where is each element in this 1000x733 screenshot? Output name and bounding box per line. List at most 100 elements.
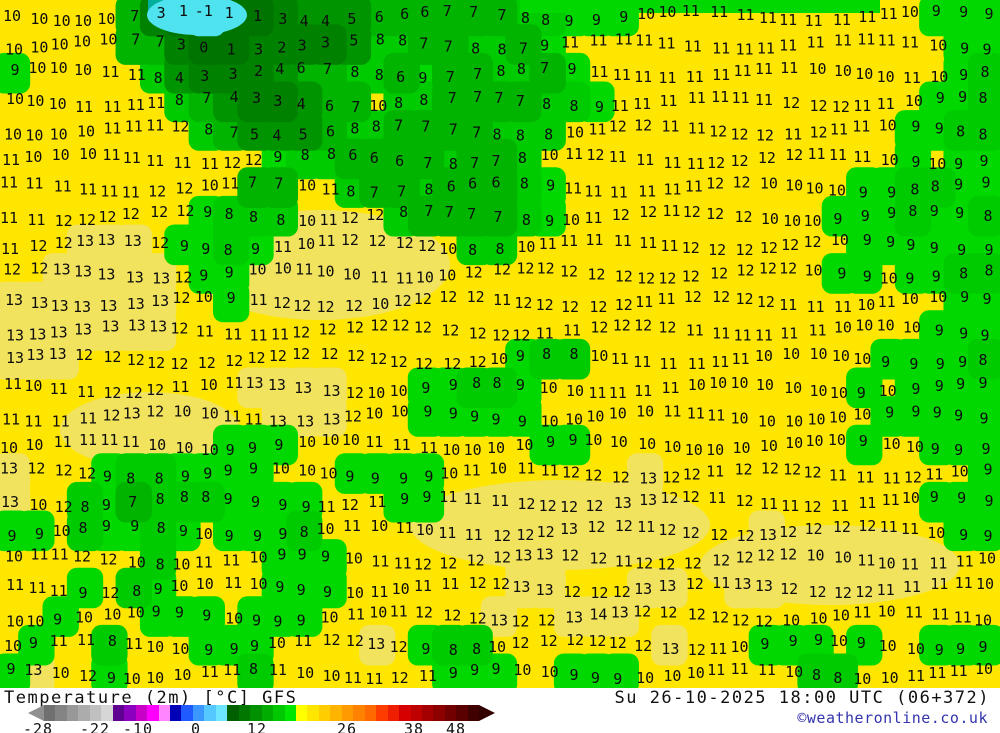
temperature-value: 12 <box>99 550 117 568</box>
temperature-value: 11 <box>2 410 20 428</box>
temperature-value: 12 <box>392 317 410 335</box>
colorbar-segment <box>147 705 159 721</box>
temperature-value: 8 <box>204 120 213 138</box>
temperature-value: 12 <box>292 345 310 363</box>
temperature-value: 12 <box>587 265 605 283</box>
temperature-value: 12 <box>346 384 364 402</box>
temperature-value: 11 <box>615 31 633 49</box>
temperature-value: 9 <box>203 203 212 221</box>
temperature-value: 9 <box>906 236 915 254</box>
colorbar-segment <box>399 705 411 721</box>
temperature-value: 13 <box>74 262 92 280</box>
temperature-value: 9 <box>960 288 969 306</box>
temperature-value: 10 <box>730 374 748 392</box>
temperature-region <box>407 138 445 180</box>
temperature-value: 12 <box>443 607 461 625</box>
temperature-value: 11 <box>878 293 896 311</box>
temperature-value: 10 <box>755 347 773 365</box>
temperature-value: 10 <box>201 404 219 422</box>
temperature-value: 11 <box>706 463 724 481</box>
temperature-value: 9 <box>201 240 210 258</box>
temperature-value: 11 <box>125 635 143 653</box>
temperature-value: 12 <box>537 259 555 277</box>
temperature-value: 10 <box>0 439 18 457</box>
temperature-value: 11 <box>639 234 657 252</box>
temperature-value: 11 <box>25 175 43 193</box>
temperature-value: 10 <box>28 59 46 77</box>
temperature-region <box>480 195 518 237</box>
temperature-value: 1 <box>227 41 236 59</box>
temperature-value: 9 <box>491 410 500 428</box>
temperature-value: 9 <box>154 580 163 598</box>
temperature-value: 8 <box>496 62 505 80</box>
temperature-value: 11 <box>634 382 652 400</box>
temperature-value: 11 <box>834 32 852 50</box>
temperature-value: 8 <box>544 125 553 143</box>
temperature-value: 10 <box>103 606 121 624</box>
temperature-value: 12 <box>469 574 487 592</box>
colorbar-tick-label: 26 <box>336 720 358 733</box>
temperature-value: 11 <box>956 552 974 570</box>
temperature-value: 10 <box>29 496 47 514</box>
temperature-value: 11 <box>103 119 121 137</box>
temperature-value: 12 <box>735 241 753 259</box>
temperature-value: 11 <box>585 231 603 249</box>
temperature-value: 12 <box>732 174 750 192</box>
temperature-value: 11 <box>195 553 213 571</box>
temperature-value: 10 <box>883 435 901 453</box>
temperature-value: 8 <box>984 261 993 279</box>
temperature-value: 12 <box>590 584 608 602</box>
temperature-value: 9 <box>516 347 525 365</box>
temperature-value: 9 <box>789 632 798 650</box>
temperature-value: 7 <box>449 120 458 138</box>
temperature-value: 10 <box>52 664 70 682</box>
temperature-value: 12 <box>686 575 704 593</box>
temperature-value: -1 <box>195 2 213 20</box>
temperature-value: 12 <box>512 327 530 345</box>
temperature-value: 11 <box>561 34 579 52</box>
temperature-value: 12 <box>175 180 193 198</box>
temperature-value: 10 <box>590 347 608 365</box>
temperature-value: 10 <box>832 347 850 365</box>
temperature-value: 12 <box>493 260 511 278</box>
temperature-region <box>286 596 323 637</box>
temperature-value: 12 <box>171 117 189 135</box>
temperature-value: 13 <box>490 612 508 630</box>
temperature-region <box>967 624 1000 666</box>
temperature-value: 13 <box>614 494 632 512</box>
temperature-value: 7 <box>202 89 211 107</box>
temperature-value: 9 <box>297 581 306 599</box>
temperature-value: 9 <box>613 670 622 688</box>
temperature-value: 9 <box>979 409 988 427</box>
temperature-value: 12 <box>755 613 773 631</box>
temperature-value: 10 <box>855 65 873 83</box>
temperature-value: 11 <box>635 293 653 311</box>
temperature-value: 10 <box>97 10 115 28</box>
temperature-value: 11 <box>950 662 968 680</box>
temperature-value: 10 <box>834 319 852 337</box>
temperature-value: 11 <box>396 269 414 287</box>
temperature-value: 10 <box>807 546 825 564</box>
temperature-value: 10 <box>907 640 925 658</box>
temperature-value: 10 <box>517 238 535 256</box>
temperature-map: 10 10 10 10 10 7 3 1 -1 1 1 3 4 4 5 6 6 6 7 7 7 8 8 9 9 9 10 10 11 11… <box>0 0 1000 692</box>
copyright-link[interactable]: ©weatheronline.co.uk <box>797 709 988 727</box>
temperature-value: 12 <box>658 521 676 539</box>
temperature-value: 12 <box>146 402 164 420</box>
temperature-colorbar <box>28 705 495 721</box>
temperature-value: 3 <box>252 89 261 107</box>
temperature-value: 11 <box>54 433 72 451</box>
temperature-value: 12 <box>590 319 608 337</box>
temperature-value: 11 <box>560 232 578 250</box>
temperature-value: 11 <box>103 98 121 116</box>
temperature-value: 11 <box>684 38 702 56</box>
temperature-region <box>520 0 880 13</box>
temperature-value: 12 <box>30 259 48 277</box>
temperature-value: 10 <box>830 632 848 650</box>
temperature-value: 10 <box>172 555 190 573</box>
temperature-value: 9 <box>887 204 896 222</box>
temperature-value: 10 <box>830 384 848 402</box>
temperature-value: 12 <box>55 462 73 480</box>
temperature-value: 8 <box>350 63 359 81</box>
temperature-value: 12 <box>609 634 627 652</box>
